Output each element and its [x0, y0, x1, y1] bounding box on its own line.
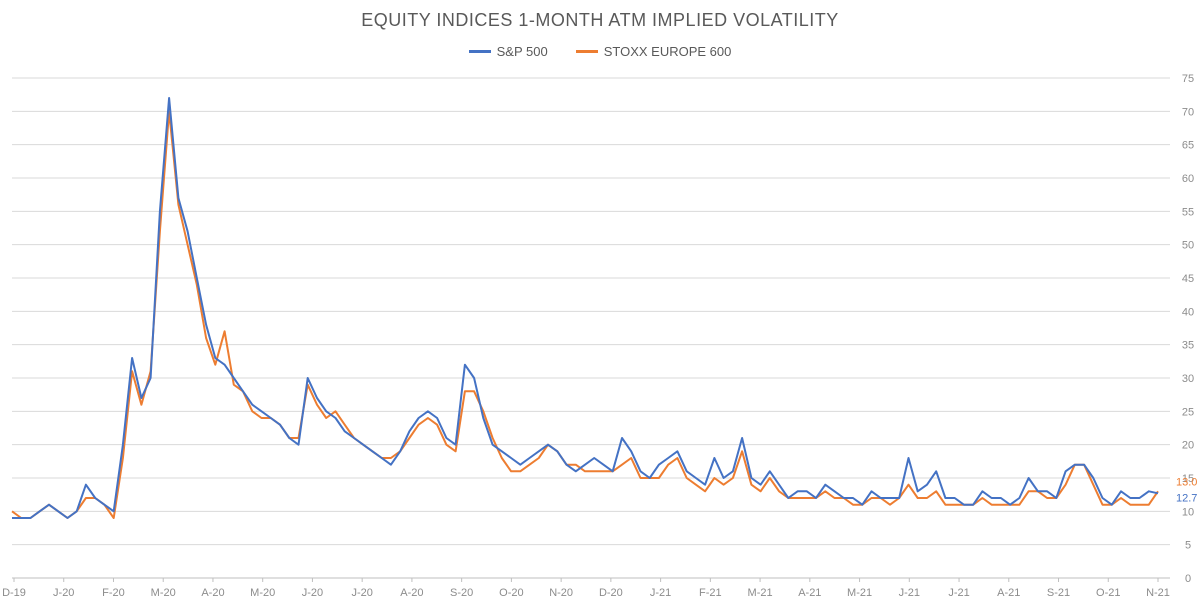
legend: S&P 500 STOXX EUROPE 600 — [0, 44, 1200, 59]
x-tick-label-23: N-21 — [1146, 587, 1170, 599]
y-tick-label-30: 30 — [1182, 373, 1194, 385]
y-tick-label-25: 25 — [1182, 406, 1194, 418]
x-tick-label-7: J-20 — [351, 587, 372, 599]
y-tick-label-70: 70 — [1182, 106, 1194, 118]
x-tick-label-20: A-21 — [997, 587, 1020, 599]
x-tick-label-18: J-21 — [899, 587, 920, 599]
legend-swatch-stoxx600 — [575, 50, 598, 53]
y-tick-label-75: 75 — [1182, 73, 1194, 85]
legend-swatch-sp500 — [468, 50, 491, 53]
y-tick-label-10: 10 — [1182, 506, 1194, 518]
y-tick-label-35: 35 — [1182, 340, 1194, 352]
series-line-stoxx600 — [11, 110, 1159, 519]
y-tick-label-0: 0 — [1185, 573, 1191, 585]
y-tick-label-45: 45 — [1182, 273, 1194, 285]
x-tick-label-6: J-20 — [302, 587, 323, 599]
end-label-sp500: 12.7 — [1176, 492, 1197, 504]
y-tick-label-15: 15 — [1182, 473, 1194, 485]
x-tick-label-0: D-19 — [2, 587, 26, 599]
legend-item-stoxx600: STOXX EUROPE 600 — [575, 44, 732, 59]
x-tick-label-2: F-20 — [102, 587, 125, 599]
x-tick-label-9: S-20 — [450, 587, 473, 599]
legend-label-stoxx600: STOXX EUROPE 600 — [603, 44, 732, 59]
legend-label-sp500: S&P 500 — [496, 44, 548, 59]
y-tick-label-60: 60 — [1182, 173, 1194, 185]
x-tick-label-21: S-21 — [1047, 587, 1070, 599]
y-tick-label-50: 50 — [1182, 240, 1194, 252]
x-tick-label-11: N-20 — [549, 587, 573, 599]
x-tick-label-14: F-21 — [699, 587, 722, 599]
y-tick-label-65: 65 — [1182, 140, 1194, 152]
x-tick-label-13: J-21 — [650, 587, 671, 599]
x-tick-label-4: A-20 — [201, 587, 224, 599]
y-tick-label-40: 40 — [1182, 306, 1194, 318]
x-tick-label-8: A-20 — [400, 587, 423, 599]
chart-title: EQUITY INDICES 1-MONTH ATM IMPLIED VOLAT… — [361, 10, 839, 30]
x-tick-label-10: O-20 — [499, 587, 523, 599]
y-tick-label-20: 20 — [1182, 440, 1194, 452]
x-tick-label-16: A-21 — [798, 587, 821, 599]
x-tick-label-1: J-20 — [53, 587, 74, 599]
y-tick-label-55: 55 — [1182, 206, 1194, 218]
x-tick-label-22: O-21 — [1096, 587, 1120, 599]
end-label-stoxx600: 13.0 — [1176, 476, 1197, 488]
y-tick-label-5: 5 — [1185, 540, 1191, 552]
series-line-sp500 — [12, 97, 1159, 519]
x-tick-label-5: M-20 — [250, 587, 275, 599]
x-tick-label-19: J-21 — [948, 587, 969, 599]
x-tick-label-12: D-20 — [599, 587, 623, 599]
x-tick-label-3: M-20 — [151, 587, 176, 599]
legend-item-sp500: S&P 500 — [468, 44, 548, 59]
x-tick-label-15: M-21 — [748, 587, 773, 599]
x-tick-label-17: M-21 — [847, 587, 872, 599]
